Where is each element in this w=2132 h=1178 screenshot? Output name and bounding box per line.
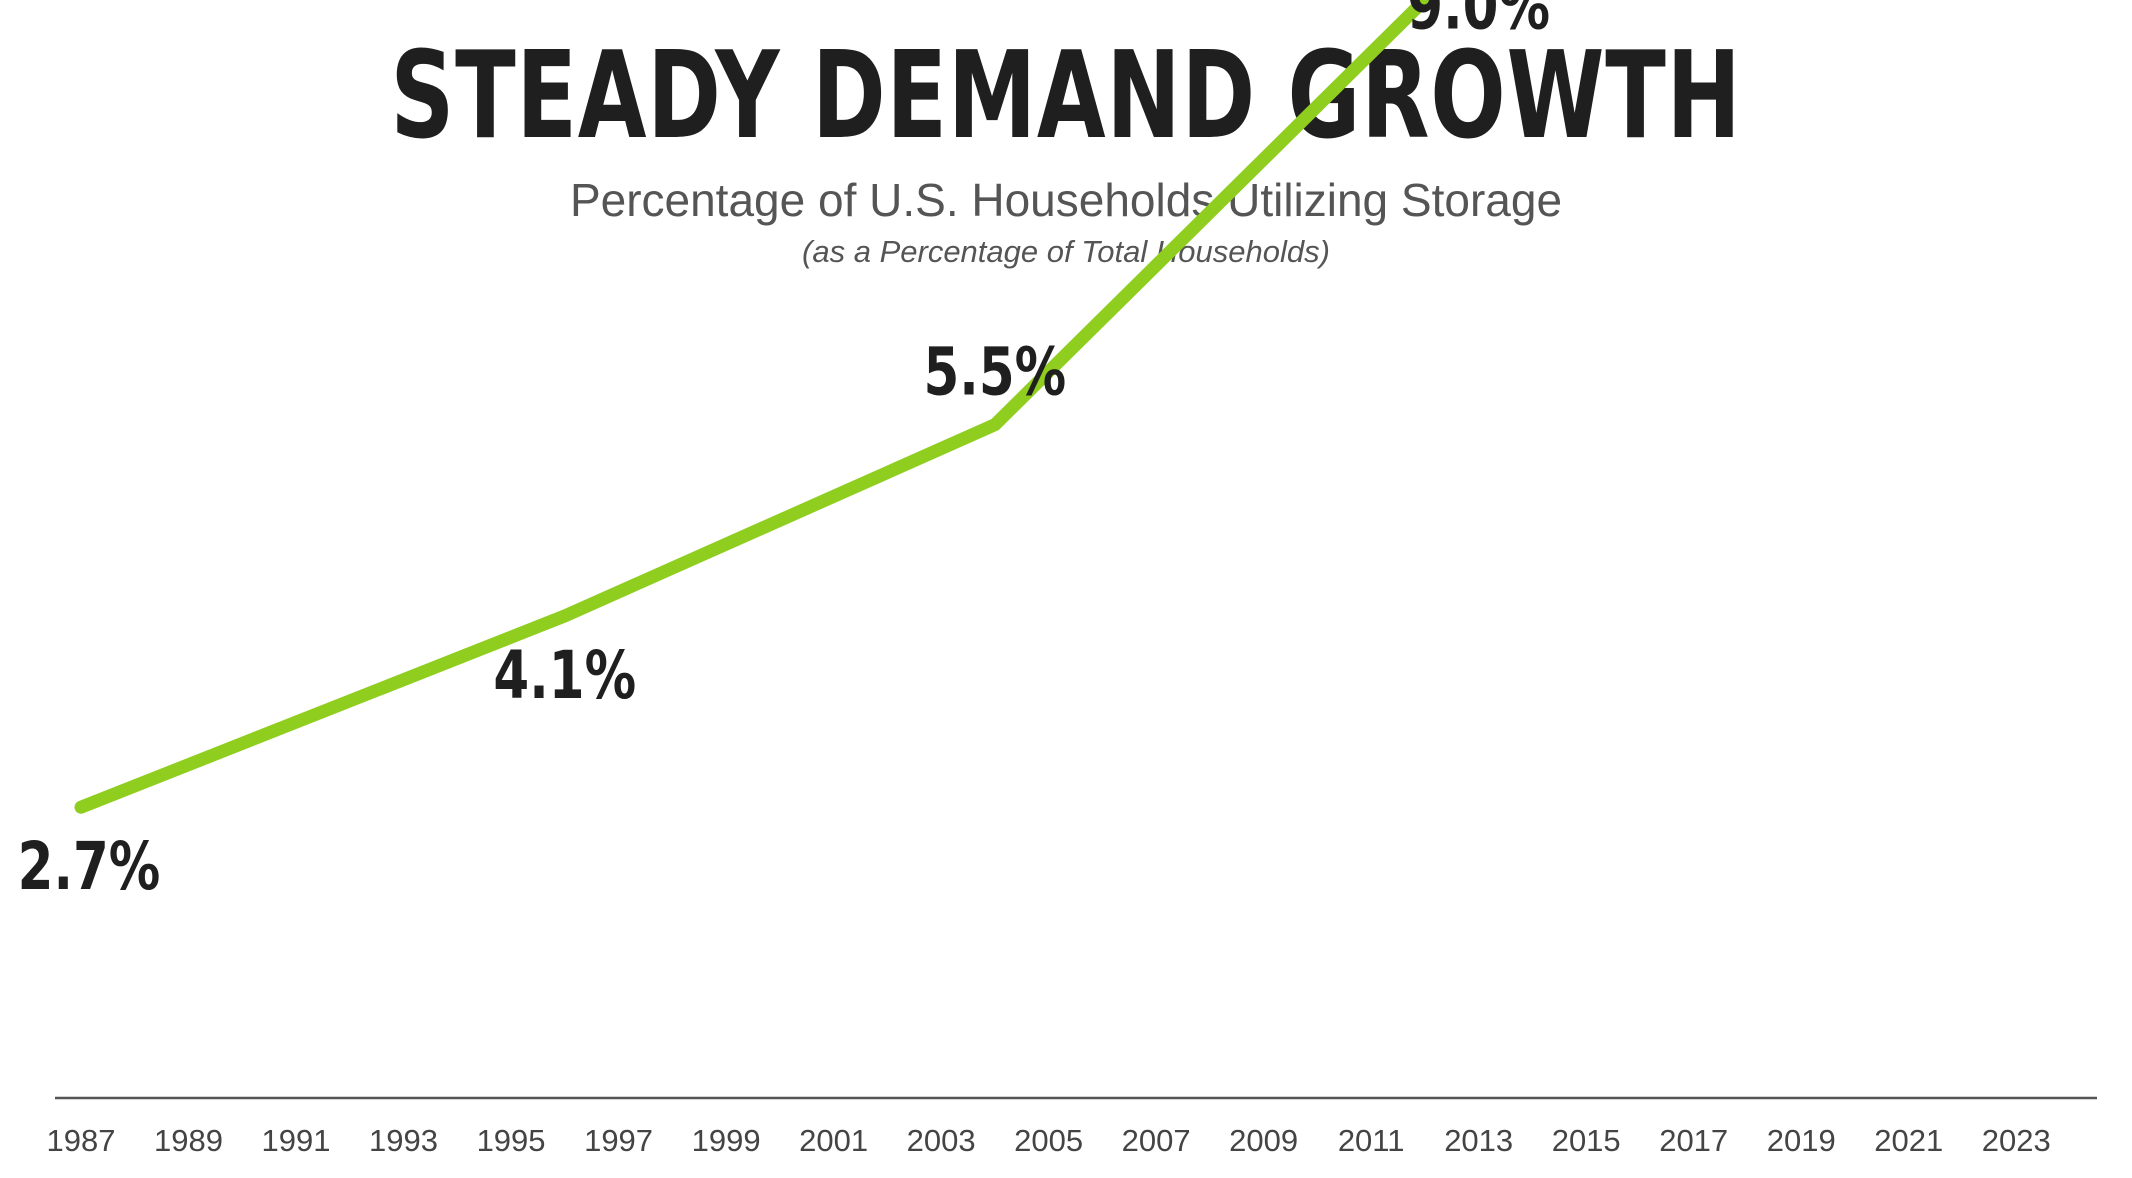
data-label: 4.1% xyxy=(493,637,636,714)
x-tick-label: 2013 xyxy=(1444,1123,1513,1158)
chart-note: (as a Percentage of Total Households) xyxy=(802,234,1330,269)
data-label: 2.7% xyxy=(18,828,161,905)
x-tick-label: 2005 xyxy=(1014,1123,1083,1158)
x-tick-label: 2021 xyxy=(1874,1123,1943,1158)
x-tick-label: 1995 xyxy=(477,1123,546,1158)
chart-title: STEADY DEMAND GROWTH xyxy=(390,27,1742,166)
series-line xyxy=(74,0,1434,814)
x-tick-label: 1997 xyxy=(584,1123,653,1158)
x-tick-label: 1987 xyxy=(47,1123,116,1158)
x-tick-label: 1999 xyxy=(692,1123,761,1158)
x-tick-label: 1991 xyxy=(262,1123,331,1158)
x-tick-label: 2017 xyxy=(1659,1123,1728,1158)
x-tick-label: 1989 xyxy=(154,1123,223,1158)
x-tick-label: 2003 xyxy=(907,1123,976,1158)
x-tick-labels: 1987 1989 1991 1993 1995 1997 1999 2001 2003 2005… xyxy=(47,1123,2051,1158)
x-tick-label: 1993 xyxy=(369,1123,438,1158)
x-tick-label: 2011 xyxy=(1338,1123,1405,1158)
x-tick-label: 2009 xyxy=(1229,1123,1298,1158)
data-label: 5.5% xyxy=(923,333,1066,410)
data-labels: 2.7%4.1%5.5%9.0%9.4%10.6%12.6% xyxy=(18,0,1550,905)
x-tick-label: 2007 xyxy=(1122,1123,1191,1158)
x-tick-label: 2019 xyxy=(1767,1123,1836,1158)
chart-subtitle: Percentage of U.S. Households Utilizing … xyxy=(569,174,1563,226)
series-layer xyxy=(74,0,1434,814)
x-tick-label: 2001 xyxy=(799,1123,868,1158)
data-label: 9.0% xyxy=(1407,0,1550,44)
x-tick-label: 2015 xyxy=(1552,1123,1621,1158)
x-tick-label: 2023 xyxy=(1982,1123,2051,1158)
